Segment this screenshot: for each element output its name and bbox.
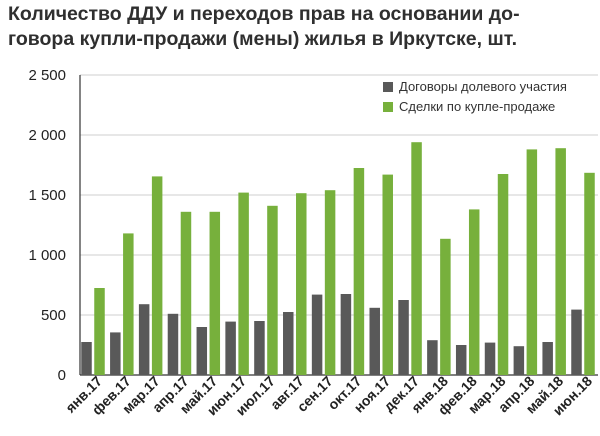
y-tick-label: 2 500: [28, 67, 66, 84]
bar-sales: [238, 192, 249, 375]
bar-ddu: [110, 332, 121, 375]
legend: Договоры долевого участия Сделки по купле…: [383, 79, 567, 114]
bar-ddu: [513, 346, 525, 375]
bar-sales: [296, 193, 307, 375]
x-axis-labels: янв.17фев.17мар.17апр.17май.17июн.17июл.…: [62, 373, 595, 419]
bar-ddu: [81, 342, 92, 375]
bars: [81, 142, 595, 375]
chart-title: Количество ДДУ и переходов прав на основ…: [8, 2, 598, 52]
bar-ddu: [369, 307, 380, 375]
bar-ddu: [311, 294, 323, 375]
bar-sales: [151, 176, 163, 375]
bar-sales: [324, 190, 336, 375]
y-tick-label: 2 000: [28, 127, 66, 144]
bar-ddu: [484, 342, 496, 375]
bar-ddu: [138, 304, 150, 375]
bar-sales: [123, 233, 134, 375]
bar-ddu: [196, 327, 208, 375]
bar-ddu: [427, 340, 438, 375]
legend-label-sales: Сделки по купле-продаже: [399, 99, 555, 114]
bar-ddu: [225, 321, 236, 375]
bar-ddu: [455, 345, 467, 375]
bar-sales: [382, 174, 393, 375]
bar-sales: [180, 211, 192, 375]
bar-ddu: [398, 300, 409, 375]
bar-sales: [555, 148, 566, 375]
bar-sales: [584, 172, 595, 375]
chart-title-line-1: Количество ДДУ и переходов прав на основ…: [8, 3, 520, 25]
y-tick-label: 1 000: [28, 247, 66, 264]
bar-sales: [411, 142, 422, 375]
gridlines: [79, 74, 598, 376]
bar-sales: [468, 209, 480, 375]
bar-ddu: [167, 313, 179, 375]
bar-ddu: [283, 312, 294, 375]
bar-sales: [209, 211, 221, 375]
bar-ddu: [254, 321, 265, 375]
y-tick-label: 500: [41, 307, 66, 324]
bar-sales: [353, 168, 365, 375]
bar-ddu: [571, 309, 582, 375]
bar-sales: [497, 174, 509, 375]
bar-sales: [440, 238, 451, 375]
bar-ddu: [340, 294, 352, 375]
bar-sales: [94, 288, 105, 375]
bar-sales: [526, 149, 538, 375]
bar-sales: [267, 205, 278, 375]
bar-ddu: [542, 342, 553, 375]
legend-swatch-sales: [383, 102, 393, 112]
legend-label-ddu: Договоры долевого участия: [399, 79, 567, 94]
legend-swatch-ddu: [383, 82, 393, 92]
y-axis-ticks: 0 500 1 000 1 500 2 000 2 500: [28, 67, 66, 384]
y-tick-label: 1 500: [28, 187, 66, 204]
chart-title-line-2: говора купли-продажи (мены) жилья в Ирку…: [8, 28, 517, 50]
y-tick-label: 0: [58, 367, 66, 384]
